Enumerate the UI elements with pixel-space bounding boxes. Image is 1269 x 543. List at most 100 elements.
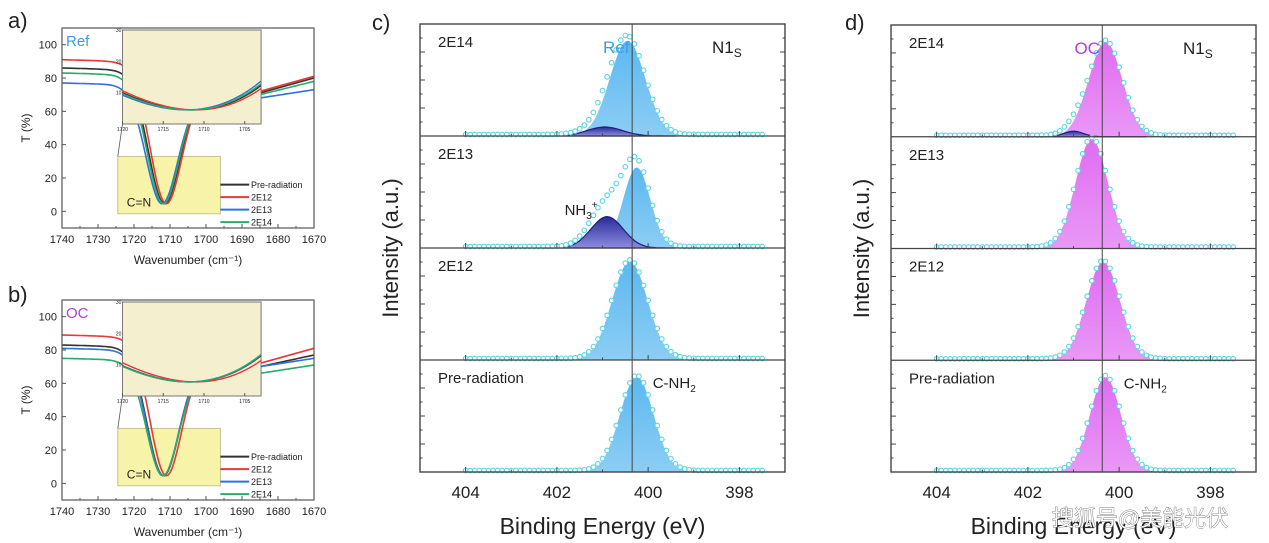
data-point (631, 260, 638, 266)
y-tick-label: 100 (39, 312, 57, 324)
sample-label: Ref (66, 33, 90, 50)
y-tick-label: 80 (45, 73, 57, 85)
x-tick-label: 402 (543, 483, 571, 502)
y-axis-label: T (%) (19, 385, 33, 414)
zoom-region-box (117, 155, 221, 215)
x-tick-label: 1730 (86, 506, 110, 518)
data-point (622, 260, 629, 266)
data-point (1120, 79, 1127, 86)
data-point (1047, 355, 1054, 361)
x-axis-label: Wavenumber (cm⁻¹) (134, 525, 243, 539)
data-point (1139, 349, 1145, 355)
panel-dose-label: 2E13 (909, 147, 944, 164)
x-tick-label: 398 (725, 483, 753, 502)
data-point (1084, 293, 1091, 300)
data-point (604, 447, 610, 454)
data-point (590, 212, 597, 219)
data-point (604, 192, 610, 199)
data-point (1107, 40, 1113, 47)
data-point (1043, 242, 1049, 248)
data-point (631, 41, 638, 47)
data-point (590, 109, 597, 116)
data-point (576, 353, 583, 360)
x-tick-label: 1680 (266, 506, 290, 518)
data-point (1061, 464, 1068, 471)
inset-connector (117, 395, 123, 429)
data-point (604, 74, 610, 80)
data-point (1070, 456, 1077, 463)
data-point (627, 156, 633, 163)
data-point (663, 447, 670, 454)
data-point (1047, 131, 1054, 138)
data-point (668, 240, 674, 247)
legend-label: 2E14 (251, 490, 272, 500)
data-point (1148, 354, 1154, 360)
data-point (585, 220, 592, 227)
data-point (585, 466, 592, 472)
data-point (1102, 37, 1109, 44)
data-point (640, 67, 647, 74)
series-line-2e14 (61, 357, 315, 477)
y-tick-label: 20 (45, 445, 57, 457)
nh3-annotation: NH3+ (565, 200, 598, 222)
data-point (1070, 335, 1077, 341)
data-point (599, 198, 606, 204)
main-peak-fill (534, 376, 726, 472)
data-point (658, 116, 665, 123)
data-point (663, 236, 670, 242)
series-line-2e12 (62, 58, 315, 205)
data-point (668, 126, 674, 133)
data-point (672, 352, 679, 358)
data-point (640, 169, 647, 175)
inset-x-tick-label: 1705 (239, 127, 250, 133)
data-point (654, 325, 661, 332)
data-point (1143, 127, 1150, 134)
legend-label: 2E14 (251, 218, 272, 228)
data-point (677, 464, 683, 470)
data-point (672, 129, 679, 135)
data-point (1116, 403, 1122, 410)
inset-x-tick-label: 1710 (198, 399, 209, 405)
data-point (663, 122, 670, 129)
data-point (1061, 124, 1068, 130)
data-point (1075, 323, 1081, 330)
data-point (1052, 130, 1059, 137)
y-tick-label: 80 (45, 345, 57, 357)
data-point (1088, 63, 1095, 70)
x-tick-label: 1740 (50, 234, 74, 246)
data-point (572, 237, 578, 244)
data-point (1125, 94, 1132, 101)
data-point (1120, 228, 1127, 235)
data-point (613, 46, 620, 53)
data-point (613, 282, 620, 289)
data-point (1093, 50, 1100, 56)
x-axis-label: Wavenumber (cm⁻¹) (134, 253, 243, 267)
data-point (1088, 134, 1095, 141)
data-point (627, 380, 633, 386)
data-point (563, 130, 569, 137)
y-tick-label: 40 (45, 412, 57, 424)
data-point (636, 157, 642, 164)
data-point (1125, 323, 1132, 330)
inset-x-tick-label: 1705 (239, 399, 250, 405)
data-point (572, 354, 578, 361)
data-point (1102, 372, 1109, 379)
data-point (558, 242, 565, 249)
inset-y-tick-label: 30 (116, 300, 122, 306)
panel-dose-label: 2E14 (909, 35, 944, 52)
data-point (649, 96, 656, 103)
data-point (645, 82, 651, 89)
data-point (1070, 111, 1077, 118)
data-point (585, 116, 592, 123)
data-point (563, 241, 569, 248)
data-point (1116, 64, 1122, 71)
data-point (608, 297, 615, 304)
plot-frame (419, 23, 786, 473)
y-tick-label: 100 (39, 40, 57, 52)
data-point (567, 129, 574, 136)
data-point (1052, 235, 1059, 242)
data-point (672, 242, 679, 249)
x-tick-label: 1710 (158, 506, 182, 518)
data-point (668, 455, 674, 462)
